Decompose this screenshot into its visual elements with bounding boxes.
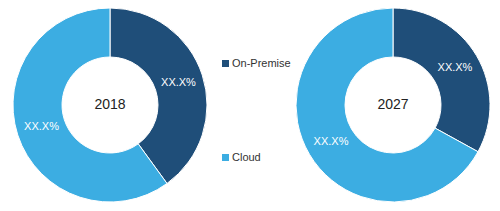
legend-swatch: [222, 60, 229, 67]
legend-label: On-Premise: [232, 57, 291, 69]
legend: On-Premise Cloud: [222, 57, 291, 163]
donut-title: 2018: [94, 96, 125, 112]
data-label: XX.X%: [314, 135, 349, 147]
data-label: XX.X%: [24, 120, 59, 132]
data-label: XX.X%: [438, 61, 473, 73]
chart: XX.X% XX.X% 2018 XX.X% XX.X% 2027 On-Premise Cl…: [0, 0, 500, 211]
slice: [393, 8, 490, 152]
donut: XX.X% XX.X% 2027: [296, 8, 490, 202]
legend-label: Cloud: [232, 151, 261, 163]
slice: [13, 8, 167, 202]
slice: [296, 8, 478, 202]
donut-title: 2027: [377, 96, 408, 112]
legend-swatch: [222, 154, 229, 161]
donut: XX.X% XX.X% 2018: [13, 8, 207, 202]
data-label: XX.X%: [161, 76, 196, 88]
